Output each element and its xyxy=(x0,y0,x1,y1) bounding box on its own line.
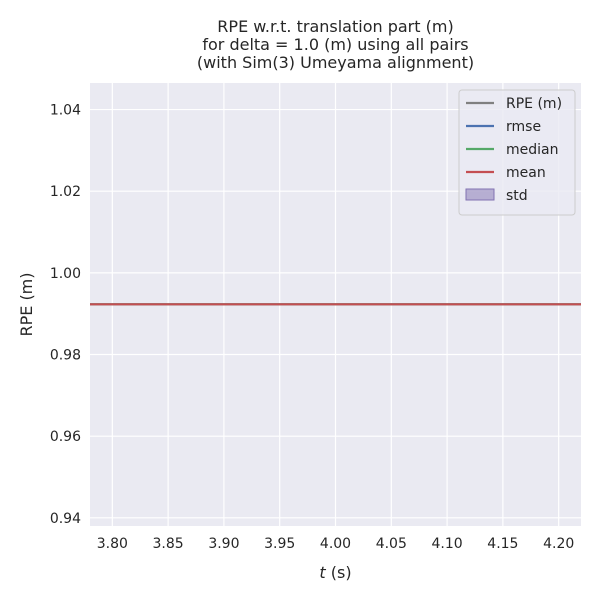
title-line-2: for delta = 1.0 (m) using all pairs xyxy=(202,35,468,54)
y-tick-label: 1.02 xyxy=(50,184,81,200)
y-tick-label: 0.94 xyxy=(50,511,81,527)
chart-title: RPE w.r.t. translation part (m)for delta… xyxy=(197,17,474,72)
x-tick-label: 3.95 xyxy=(264,536,295,552)
x-axis-ticks: 3.80 3.85 3.90 3.95 4.00 4.05 4.10 4.15 4.20 xyxy=(97,536,575,552)
y-axis-ticks: 0.94 0.96 0.98 1.00 1.02 1.04 xyxy=(50,103,81,527)
x-tick-label: 4.10 xyxy=(432,536,463,552)
x-tick-label: 4.05 xyxy=(376,536,407,552)
x-tick-label: 4.00 xyxy=(320,536,351,552)
legend-label: RPE (m) xyxy=(506,96,562,112)
legend: RPE (m) rmse median mean std xyxy=(458,89,576,216)
title-line-1: RPE w.r.t. translation part (m) xyxy=(217,17,453,36)
y-tick-label: 0.98 xyxy=(50,348,81,364)
x-tick-label: 4.20 xyxy=(543,536,574,552)
title-line-3: (with Sim(3) Umeyama alignment) xyxy=(197,53,474,72)
legend-swatch-std xyxy=(465,188,495,201)
x-tick-label: 3.90 xyxy=(208,536,239,552)
legend-label: std xyxy=(506,188,528,204)
legend-frame xyxy=(458,89,576,216)
y-tick-label: 0.96 xyxy=(50,429,81,445)
x-axis-label-variable: t xyxy=(319,563,326,582)
x-tick-label: 3.80 xyxy=(97,536,128,552)
y-tick-label: 1.04 xyxy=(50,103,81,119)
legend-label: median xyxy=(506,142,558,158)
x-axis-label: t (s) xyxy=(319,563,351,582)
x-tick-label: 3.85 xyxy=(153,536,184,552)
y-tick-label: 1.00 xyxy=(50,266,81,282)
legend-label: rmse xyxy=(506,119,541,135)
x-axis-label-unit: (s) xyxy=(326,563,352,582)
legend-label: mean xyxy=(506,165,546,181)
x-tick-label: 4.15 xyxy=(487,536,518,552)
y-axis-label: RPE (m) xyxy=(17,272,36,336)
